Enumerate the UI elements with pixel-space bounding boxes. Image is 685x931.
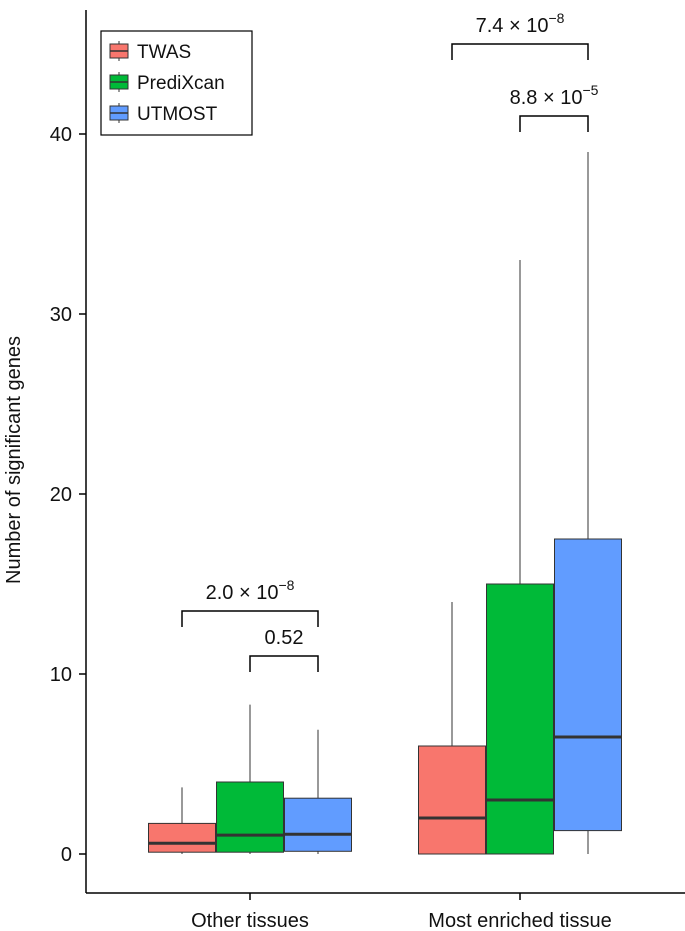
y-tick-label: 20 (50, 484, 72, 506)
bracket-line (181, 610, 319, 627)
p-value-mantissa: 0.52 (265, 627, 304, 649)
bracket-line (519, 115, 589, 132)
p-value-exponent: −8 (548, 10, 564, 26)
legend-item-twas: TWAS (109, 41, 191, 63)
p-value-label: 8.8 × 10−5 (510, 82, 599, 109)
y-tick-label: 10 (50, 664, 72, 686)
box-body (148, 822, 216, 853)
box-predixcan-1 (486, 260, 554, 855)
box-utmost-1 (554, 152, 622, 854)
y-tick-label: 30 (50, 304, 72, 326)
p-value-exponent: −5 (582, 82, 598, 98)
box-body (554, 538, 622, 832)
boxes-layer (148, 152, 622, 855)
box-predixcan-0 (216, 704, 284, 854)
box-body (486, 583, 554, 855)
significance-bracket: 2.0 × 10−8 (181, 577, 319, 627)
y-tick-label: 40 (50, 124, 72, 146)
legend-label: TWAS (137, 42, 191, 63)
legend-item-utmost: UTMOST (109, 103, 218, 125)
legend-label: PrediXcan (137, 73, 225, 94)
significance-bracket: 0.52 (249, 627, 319, 672)
box-twas-1 (418, 602, 486, 855)
x-category-label: Most enriched tissue (428, 910, 611, 931)
bracket-line (451, 43, 589, 60)
box-body (284, 797, 352, 852)
legend: TWAS PrediXcan UTMOST (100, 30, 253, 136)
legend-layer: TWAS PrediXcan UTMOST (100, 30, 253, 136)
box-body (216, 781, 284, 853)
significance-bracket: 7.4 × 10−8 (451, 10, 589, 60)
box-twas-0 (148, 787, 216, 854)
p-value-exponent: −8 (278, 577, 294, 593)
y-tick-label: 0 (61, 844, 72, 866)
axes-layer: 0 10 20 30 40 Other tissues Most enriched tiss… (3, 10, 685, 931)
box-body (418, 745, 486, 855)
significance-bracket: 8.8 × 10−5 (510, 82, 599, 132)
p-value-label: 7.4 × 10−8 (476, 10, 565, 37)
y-axis-title: Number of significant genes (3, 336, 25, 584)
x-category-label: Other tissues (191, 910, 309, 931)
legend-item-predixcan: PrediXcan (109, 72, 225, 94)
p-value-mantissa: 2.0 × 10 (206, 582, 279, 604)
p-value-mantissa: 8.8 × 10 (510, 87, 583, 109)
p-value-label: 0.52 (265, 627, 304, 649)
bracket-line (249, 655, 319, 672)
legend-label: UTMOST (137, 104, 218, 125)
p-value-mantissa: 7.4 × 10 (476, 15, 549, 37)
p-value-label: 2.0 × 10−8 (206, 577, 295, 604)
box-utmost-0 (284, 729, 352, 854)
annotations-layer: 2.0 × 10−80.527.4 × 10−88.8 × 10−5 (181, 10, 599, 672)
